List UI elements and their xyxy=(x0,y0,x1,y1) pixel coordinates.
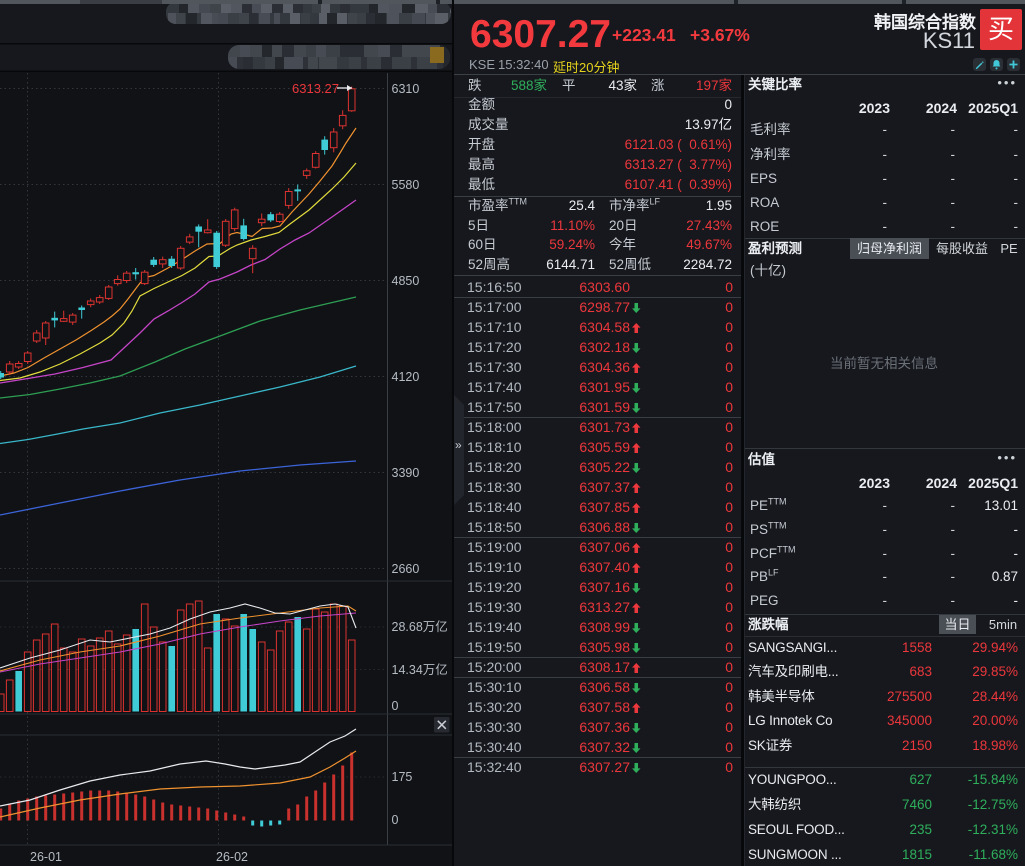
svg-text:6310: 6310 xyxy=(392,82,420,96)
svg-text:26-01: 26-01 xyxy=(30,850,62,864)
svg-text:5580: 5580 xyxy=(392,178,420,192)
svg-text:4120: 4120 xyxy=(392,370,420,384)
svg-text:14.34万亿: 14.34万亿 xyxy=(392,662,448,677)
svg-text:0: 0 xyxy=(392,699,399,713)
svg-text:3390: 3390 xyxy=(392,466,420,480)
svg-text:2660: 2660 xyxy=(392,562,420,576)
svg-text:6313.27: 6313.27 xyxy=(292,81,339,96)
svg-text:0: 0 xyxy=(392,813,399,827)
svg-text:4850: 4850 xyxy=(392,274,420,288)
svg-text:28.68万亿: 28.68万亿 xyxy=(392,619,448,634)
svg-text:26-02: 26-02 xyxy=(216,850,248,864)
svg-text:175: 175 xyxy=(392,770,413,784)
